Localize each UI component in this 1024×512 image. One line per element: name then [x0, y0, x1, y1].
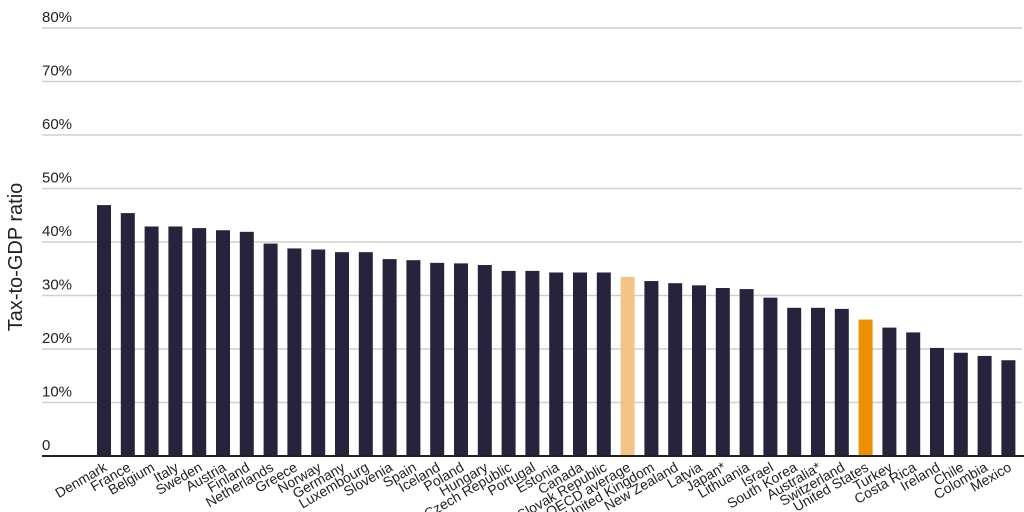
- y-tick-label: 60%: [42, 116, 72, 133]
- bar: [906, 332, 921, 456]
- bar: [811, 307, 825, 456]
- y-axis-label: Tax-to-GDP ratio: [5, 183, 27, 332]
- bar: [335, 252, 349, 456]
- bar: [930, 347, 944, 456]
- y-tick-label: 70%: [42, 63, 72, 80]
- bar: [549, 272, 564, 456]
- y-tick-label: 40%: [42, 223, 72, 240]
- bar: [977, 355, 992, 456]
- y-tick-label: 20%: [42, 330, 72, 347]
- category-labels: DenmarkFranceBelgiumItalySwedenAustriaFi…: [52, 458, 1014, 512]
- bar: [525, 270, 540, 456]
- bar: [239, 231, 254, 456]
- bar: [454, 263, 468, 456]
- bar: [739, 289, 754, 456]
- y-tick-label: 50%: [42, 170, 72, 187]
- y-tick-label: 10%: [42, 384, 72, 401]
- bar: [263, 243, 278, 456]
- bar: [430, 262, 445, 456]
- bar: [573, 272, 587, 456]
- bar: [382, 259, 397, 456]
- bar: [834, 308, 849, 456]
- bar: [858, 319, 873, 456]
- bar: [501, 270, 516, 456]
- y-tick-label: 80%: [42, 9, 72, 26]
- bar: [168, 226, 183, 456]
- bars: [97, 205, 1016, 456]
- bar: [763, 297, 778, 456]
- bar: [120, 213, 135, 456]
- bar: [882, 327, 897, 456]
- y-tick-label: 0: [42, 437, 50, 454]
- bar: [97, 205, 111, 456]
- bar: [787, 307, 802, 456]
- bar: [406, 260, 421, 456]
- bar: [620, 276, 635, 456]
- bar: [358, 252, 373, 456]
- y-tick-label: 30%: [42, 277, 72, 294]
- bar: [668, 283, 683, 456]
- bar: [1001, 360, 1016, 456]
- bar: [287, 248, 302, 456]
- bar: [715, 288, 730, 456]
- bar: [692, 285, 706, 456]
- bar: [596, 272, 611, 456]
- bar: [311, 249, 326, 456]
- bar: [477, 265, 492, 456]
- bar: [644, 281, 659, 456]
- bar: [144, 226, 159, 456]
- bar: [953, 352, 968, 456]
- y-tick-labels: 0 10% 20% 30% 40% 50% 60% 70% 80%: [42, 9, 72, 454]
- bar: [216, 230, 230, 456]
- bar: [192, 228, 207, 456]
